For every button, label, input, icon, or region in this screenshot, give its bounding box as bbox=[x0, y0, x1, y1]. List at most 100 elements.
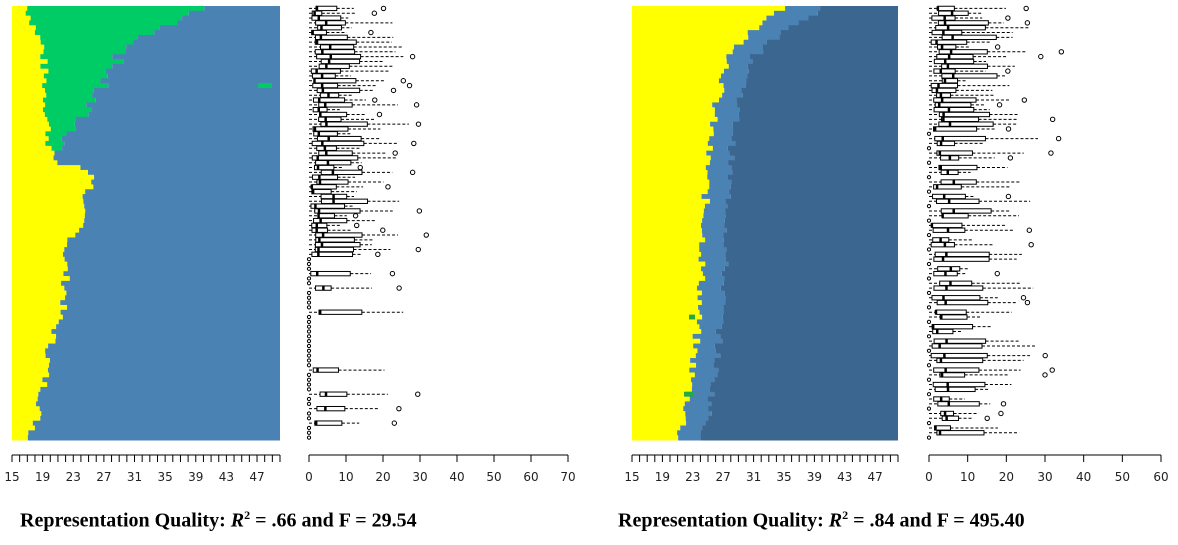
blue-segment bbox=[698, 304, 724, 311]
yellow-segment bbox=[12, 121, 49, 128]
yellow-segment bbox=[632, 59, 727, 65]
blue-segment bbox=[693, 343, 715, 349]
blue-segment bbox=[79, 227, 280, 234]
caption-stats: = .66 and F = 29.54 bbox=[250, 509, 417, 532]
yellow-segment bbox=[632, 300, 702, 306]
green-segment bbox=[27, 6, 205, 12]
outlier-point bbox=[1048, 150, 1054, 156]
yellow-segment bbox=[12, 300, 61, 306]
tick-label: 70 bbox=[560, 470, 575, 484]
blue-segment bbox=[56, 324, 280, 330]
outlier-point bbox=[1038, 53, 1044, 60]
tick-label: 0 bbox=[925, 470, 933, 484]
yellow-segment bbox=[632, 271, 703, 277]
box bbox=[933, 107, 975, 113]
outlier-point bbox=[994, 44, 1001, 50]
dark-blue-segment bbox=[738, 112, 898, 118]
green-segment bbox=[689, 314, 695, 320]
box bbox=[933, 126, 978, 132]
blue-segment bbox=[62, 251, 280, 258]
yellow-segment bbox=[12, 338, 56, 345]
dark-blue-segment bbox=[709, 386, 898, 393]
box bbox=[315, 20, 346, 26]
blue-segment bbox=[692, 382, 711, 388]
blue-segment bbox=[702, 314, 723, 320]
box bbox=[319, 111, 348, 118]
green-segment bbox=[40, 63, 113, 70]
dark-blue-segment bbox=[723, 237, 898, 243]
dark-blue-segment bbox=[722, 314, 898, 320]
right-boxplot-panel bbox=[926, 5, 1065, 440]
box bbox=[930, 352, 988, 359]
blue-segment bbox=[707, 189, 730, 195]
dark-blue-segment bbox=[701, 430, 898, 436]
outlier-point bbox=[1042, 372, 1048, 378]
yellow-segment bbox=[12, 102, 46, 108]
blue-segment bbox=[61, 280, 281, 287]
blue-segment bbox=[700, 338, 723, 345]
blue-segment bbox=[677, 430, 702, 436]
outlier-point bbox=[409, 53, 416, 60]
yellow-segment bbox=[632, 295, 698, 301]
blue-segment bbox=[37, 396, 281, 402]
outlier-point bbox=[306, 276, 312, 281]
yellow-segment bbox=[632, 261, 706, 267]
right-boxplot-x-axis: 0 10 20 30 40 50 60 bbox=[925, 454, 1169, 484]
dark-blue-segment bbox=[708, 415, 898, 422]
dark-blue-segment bbox=[724, 218, 898, 224]
yellow-segment bbox=[12, 39, 41, 46]
yellow-segment bbox=[632, 367, 690, 373]
dark-blue-segment bbox=[733, 126, 898, 132]
yellow-segment bbox=[632, 150, 707, 156]
green-segment bbox=[43, 73, 108, 79]
dark-blue-segment bbox=[702, 425, 898, 431]
dark-blue-segment bbox=[724, 223, 898, 229]
dark-blue-segment bbox=[723, 304, 898, 311]
yellow-segment bbox=[12, 150, 55, 156]
blue-segment bbox=[53, 155, 280, 161]
blue-segment bbox=[75, 116, 280, 123]
outlier-point bbox=[376, 111, 383, 118]
blue-segment bbox=[705, 165, 732, 171]
blue-segment bbox=[702, 271, 722, 277]
green-segment bbox=[34, 30, 155, 36]
blue-segment bbox=[689, 396, 708, 402]
blue-segment bbox=[60, 300, 281, 306]
outlier-point bbox=[306, 411, 312, 416]
dark-blue-segment bbox=[710, 382, 898, 388]
yellow-segment bbox=[632, 44, 735, 50]
blue-segment bbox=[159, 25, 280, 31]
box bbox=[312, 82, 339, 89]
green-segment bbox=[44, 44, 127, 50]
yellow-segment bbox=[12, 358, 50, 364]
yellow-segment bbox=[12, 372, 50, 378]
yellow-segment bbox=[632, 184, 710, 190]
blue-segment bbox=[95, 97, 280, 103]
yellow-segment bbox=[632, 411, 686, 417]
outlier-point bbox=[415, 246, 421, 253]
yellow-segment bbox=[12, 276, 70, 282]
green-segment bbox=[45, 87, 94, 94]
blue-segment bbox=[107, 73, 280, 79]
caption-stats: = .84 and F = 495.40 bbox=[848, 509, 1025, 532]
dark-blue-segment bbox=[739, 107, 898, 113]
yellow-segment bbox=[632, 174, 708, 181]
tick-label: 27 bbox=[96, 470, 111, 484]
box bbox=[941, 73, 998, 79]
yellow-segment bbox=[12, 314, 63, 320]
blue-segment bbox=[785, 6, 821, 12]
box bbox=[314, 39, 357, 45]
yellow-segment bbox=[12, 247, 65, 253]
tick-label: 10 bbox=[960, 470, 975, 484]
dark-blue-segment bbox=[711, 411, 898, 417]
blue-segment bbox=[47, 367, 281, 373]
box bbox=[938, 49, 988, 55]
dark-blue-segment bbox=[708, 406, 898, 412]
blue-segment bbox=[47, 382, 280, 388]
blue-segment bbox=[685, 411, 712, 417]
blue-segment bbox=[766, 15, 809, 21]
blue-segment bbox=[125, 49, 280, 55]
outlier-point bbox=[1021, 97, 1028, 103]
outlier-point bbox=[926, 204, 932, 209]
box bbox=[934, 251, 990, 258]
